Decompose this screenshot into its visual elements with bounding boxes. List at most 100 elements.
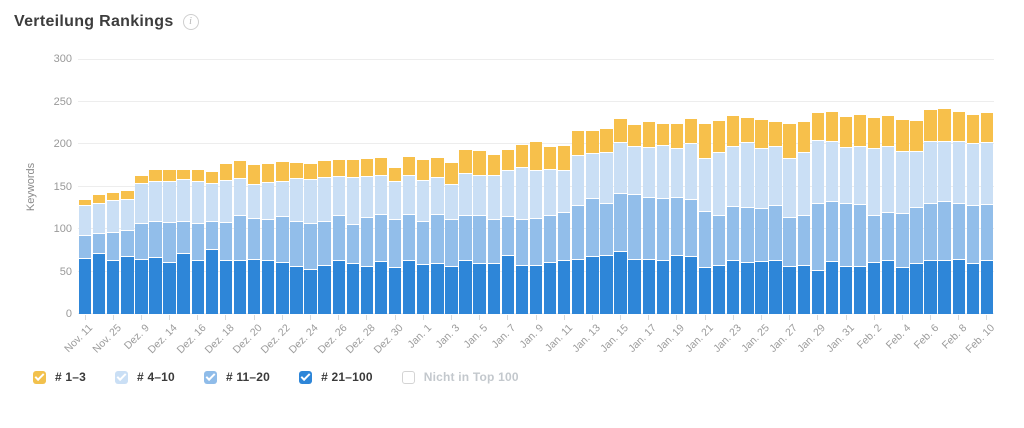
bar-segment-21-100[interactable] [473,263,486,314]
bar-segment-21-100[interactable] [360,265,374,314]
bar-segment-11-20[interactable] [149,221,162,258]
bar-segment-11-20[interactable] [501,216,514,255]
bar-segment-4-10[interactable] [360,176,374,218]
bar-segment-21-100[interactable] [600,254,613,314]
bar-segment-1-3[interactable] [374,157,388,175]
info-icon[interactable]: i [182,14,199,30]
bar-segment-1-3[interactable] [628,125,641,146]
bar-segment-4-10[interactable] [402,174,416,214]
bar-segment-21-100[interactable] [135,258,148,314]
bar-segment-21-100[interactable] [374,261,388,314]
bar-segment-4-10[interactable] [896,150,909,213]
bar-segment-4-10[interactable] [966,143,980,206]
bar-segment-21-100[interactable] [811,269,825,314]
bar-segment-4-10[interactable] [783,157,796,218]
bar-segment-11-20[interactable] [473,215,486,263]
bar-segment-21-100[interactable] [769,260,782,314]
bar[interactable] [684,118,698,314]
bar[interactable] [346,160,359,314]
bar-segment-21-100[interactable] [501,254,514,314]
bar-segment-4-10[interactable] [304,178,317,224]
bar-segment-1-3[interactable] [811,112,825,140]
bar-segment-21-100[interactable] [825,261,839,314]
bar-segment-11-20[interactable] [177,221,190,253]
bar-segment-21-100[interactable] [952,258,965,314]
bar-segment-4-10[interactable] [910,150,923,207]
bar-segment-1-3[interactable] [501,149,514,170]
bar-segment-11-20[interactable] [388,218,402,268]
bar-segment-11-20[interactable] [262,218,275,260]
bar-segment-21-100[interactable] [572,258,585,314]
bar-segment-11-20[interactable] [219,222,233,261]
bar-segment-4-10[interactable] [149,180,162,222]
bar-segment-21-100[interactable] [487,263,500,314]
bar[interactable] [572,131,585,314]
bar-segment-21-100[interactable] [980,259,994,314]
bar-segment-4-10[interactable] [628,145,641,195]
bar-segment-1-3[interactable] [135,176,148,184]
bar-segment-11-20[interactable] [205,221,219,250]
bar-segment-21-100[interactable] [656,260,670,314]
bar-segment-4-10[interactable] [233,178,247,216]
legend-item-1–3[interactable]: # 1–3 [33,370,86,384]
bar-segment-1-3[interactable] [276,161,289,181]
bar-segment-21-100[interactable] [191,260,204,314]
bar-segment-21-100[interactable] [515,264,529,314]
bar-segment-4-10[interactable] [487,174,500,219]
bar-segment-11-20[interactable] [839,202,853,266]
bar-segment-11-20[interactable] [346,223,359,263]
bar[interactable] [783,124,796,314]
bar-segment-1-3[interactable] [600,128,613,152]
bar-segment-4-10[interactable] [938,141,951,201]
bar-segment-21-100[interactable] [586,256,599,314]
bar-segment-21-100[interactable] [839,265,853,314]
bar-segment-1-3[interactable] [78,200,92,206]
bar-segment-11-20[interactable] [783,217,796,266]
bar-segment-11-20[interactable] [459,214,472,261]
bar[interactable] [557,145,571,314]
checked-checkbox-icon[interactable] [33,370,46,384]
bar-segment-11-20[interactable] [290,220,303,266]
bar-segment-4-10[interactable] [374,174,388,214]
legend-item-4–10[interactable]: # 4–10 [115,370,175,384]
bar[interactable] [769,121,782,314]
bar-segment-11-20[interactable] [896,212,909,268]
bar-segment-1-3[interactable] [360,159,374,177]
bar-segment-1-3[interactable] [529,142,543,170]
bar[interactable] [727,115,740,314]
bar-segment-4-10[interactable] [543,168,557,216]
bar-segment-21-100[interactable] [431,263,444,314]
bar-segment-1-3[interactable] [825,111,839,142]
bar-segment-4-10[interactable] [769,145,782,206]
bar-segment-4-10[interactable] [656,144,670,198]
checked-checkbox-icon[interactable] [203,370,217,384]
bar-segment-21-100[interactable] [107,260,120,314]
bar[interactable] [163,170,176,314]
bar-segment-21-100[interactable] [755,261,768,314]
bar-segment-4-10[interactable] [924,140,937,203]
bar[interactable] [360,159,374,314]
bar-segment-11-20[interactable] [825,200,839,262]
bar[interactable] [600,128,613,314]
bar[interactable] [374,157,388,314]
bar[interactable] [797,121,810,314]
bar-segment-4-10[interactable] [417,179,430,221]
bar[interactable] [177,170,190,314]
bar[interactable] [882,115,895,314]
bar[interactable] [121,190,134,314]
bar-segment-4-10[interactable] [346,177,359,224]
bar[interactable] [290,162,303,314]
bar-segment-1-3[interactable] [445,162,458,184]
bar-segment-1-3[interactable] [262,163,275,183]
bar[interactable] [402,156,416,314]
bar[interactable] [431,157,444,314]
bar-segment-4-10[interactable] [586,153,599,198]
bar-segment-4-10[interactable] [727,145,740,207]
bar-segment-11-20[interactable] [656,197,670,261]
bar[interactable] [938,109,951,314]
bar[interactable] [868,117,881,314]
bar-segment-21-100[interactable] [713,264,726,314]
bar[interactable] [966,115,980,314]
bar-segment-21-100[interactable] [670,254,684,314]
bar-segment-11-20[interactable] [980,204,994,260]
